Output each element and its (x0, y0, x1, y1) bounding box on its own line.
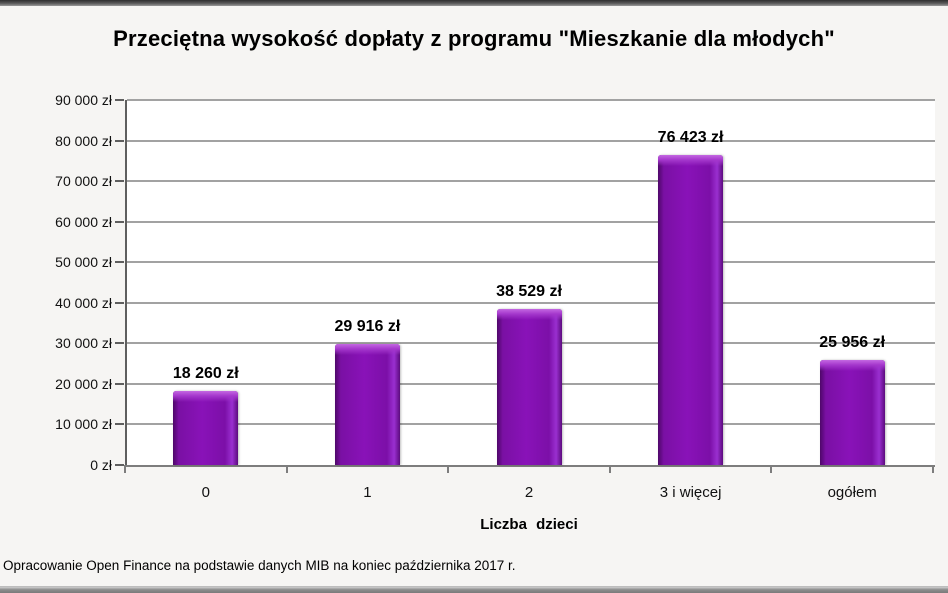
y-axis-label: 30 000 zł (55, 335, 112, 352)
bar-value-label: 76 423 zł (657, 129, 724, 147)
gridline (127, 220, 935, 223)
window-top-edge (0, 0, 948, 6)
bar-top-highlight (496, 308, 562, 320)
y-axis-tick (115, 301, 124, 304)
y-axis-tick (115, 423, 124, 426)
x-category-label: 0 (201, 484, 210, 501)
y-axis-tick (115, 464, 124, 466)
bar-value-label: 18 260 zł (172, 364, 239, 382)
gridline (127, 99, 935, 101)
bar-value-label: 38 529 zł (496, 282, 562, 300)
bar-2 (496, 308, 562, 465)
x-axis-tick (447, 465, 450, 473)
y-axis-tick (115, 180, 124, 183)
y-axis-label: 60 000 zł (55, 213, 112, 230)
x-axis-tick (124, 465, 126, 473)
source-note: Opracowanie Open Finance na podstawie da… (3, 558, 516, 573)
y-axis-label: 40 000 zł (55, 294, 112, 311)
bar-value-label: 29 916 zł (334, 317, 401, 335)
x-axis-tick (932, 465, 934, 473)
bar-1 (334, 343, 400, 465)
y-axis-tick (115, 139, 124, 142)
gridline (127, 301, 935, 304)
window-bottom-edge (0, 586, 948, 593)
x-category-label: 3 i więcej (659, 484, 722, 501)
bar-3-i-więcej (658, 155, 724, 465)
y-axis-tick (115, 382, 124, 385)
y-axis-label: 70 000 zł (55, 173, 112, 190)
y-axis-label: 90 000 zł (55, 92, 112, 108)
y-axis-tick (115, 220, 124, 223)
x-axis-line (125, 465, 935, 467)
x-axis-tick (770, 465, 773, 473)
bar-0 (173, 390, 239, 465)
bar-value-label: 25 956 zł (819, 333, 886, 351)
x-category-label: ogółem (827, 484, 877, 501)
gridline (127, 261, 935, 264)
x-axis-tick (608, 465, 611, 473)
x-category-label: 1 (363, 484, 372, 501)
bar-top-highlight (173, 390, 239, 402)
chart-title: Przeciętna wysokość dopłaty z programu "… (113, 26, 835, 51)
y-axis-label: 20 000 zł (55, 375, 112, 392)
y-axis-label: 0 zł (90, 457, 112, 473)
x-axis-tick (285, 465, 288, 473)
bar-ogółem (819, 359, 885, 465)
y-axis-tick (115, 342, 124, 345)
y-axis-label: 50 000 zł (55, 254, 112, 271)
bar-top-highlight (658, 155, 724, 167)
x-axis-title: Liczba dzieci (480, 516, 578, 533)
y-axis-label: 80 000 zł (55, 132, 112, 149)
y-axis-tick (115, 99, 124, 101)
bar-top-highlight (334, 343, 400, 355)
gridline (127, 180, 935, 183)
gridline (127, 139, 935, 142)
bar-top-highlight (819, 359, 885, 371)
y-axis-tick (115, 261, 124, 264)
y-axis-label: 10 000 zł (55, 416, 112, 433)
x-category-label: 2 (524, 484, 534, 501)
